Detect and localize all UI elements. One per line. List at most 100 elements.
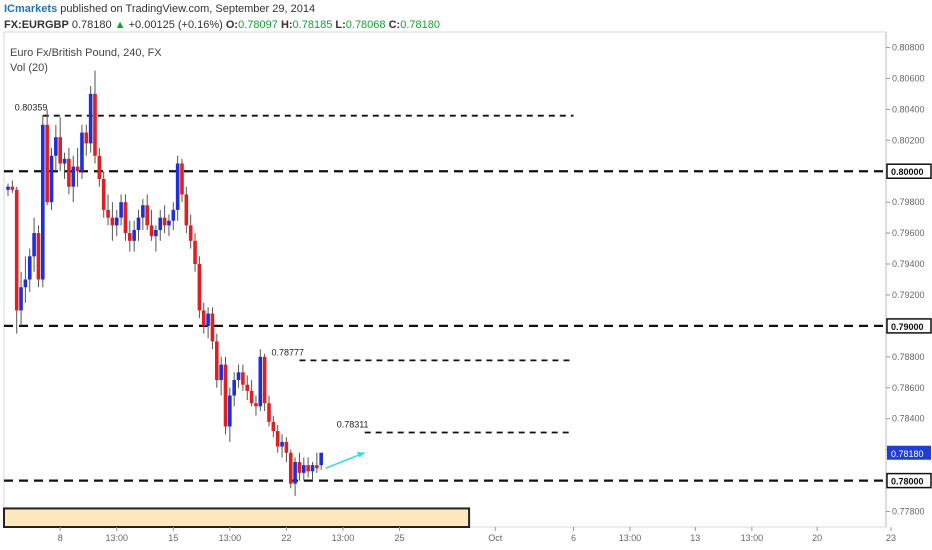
candle-body — [154, 230, 158, 237]
candle-body — [136, 217, 141, 230]
open-label: O: — [225, 19, 239, 31]
candle-body — [206, 313, 210, 326]
candle-body — [288, 452, 293, 484]
candle-body — [262, 356, 267, 404]
candle-body — [62, 158, 67, 164]
low-value: 0.78068 — [345, 19, 386, 31]
current-price-tag-text: 0.78180 — [891, 449, 924, 459]
candle-body — [319, 452, 323, 466]
candle-body — [6, 186, 10, 190]
candle-body — [302, 465, 306, 473]
candle-body — [280, 441, 284, 447]
candle-body — [236, 372, 241, 381]
candle-body — [149, 225, 154, 237]
candle-body — [106, 209, 110, 218]
candle-body — [201, 310, 206, 326]
demand-zone — [3, 507, 471, 528]
candle-body — [184, 194, 189, 226]
x-tick-label: 22 — [281, 533, 291, 543]
annotation-arrow — [325, 452, 365, 469]
x-tick-label: 15 — [168, 533, 178, 543]
candle-body — [310, 465, 315, 472]
level-price-tag — [886, 318, 932, 334]
candle-body — [162, 217, 167, 226]
level-price-tag — [886, 472, 932, 489]
x-tick-label: 8 — [58, 533, 63, 543]
candle-body — [123, 202, 128, 234]
candle-body — [245, 384, 250, 391]
volume-indicator-label[interactable]: Vol (20) — [10, 62, 48, 74]
candle-body — [27, 256, 32, 280]
symbol-label: FX:EURGBP — [4, 19, 69, 31]
candle-body — [128, 233, 132, 241]
y-tick-label: 0.80200 — [892, 135, 925, 145]
candle-body — [197, 264, 202, 311]
candle-body — [23, 279, 28, 288]
open-value: 0.78097 — [238, 19, 278, 31]
candle-body — [67, 158, 71, 187]
candle-body — [223, 364, 228, 427]
candle-body — [80, 132, 84, 172]
y-tick-label: 0.79600 — [892, 228, 925, 238]
candle-body — [84, 132, 89, 144]
candle-body — [75, 166, 80, 172]
x-tick-label: 13:00 — [219, 533, 242, 543]
level-label: 0.80359 — [15, 103, 48, 113]
candle-body — [110, 217, 115, 226]
candle-body — [210, 313, 215, 342]
candle-body — [36, 233, 41, 280]
x-tick-label: 6 — [571, 533, 576, 543]
y-tick-label: 0.77800 — [892, 507, 925, 517]
candle-body — [88, 93, 93, 144]
y-tick-label: 0.78800 — [892, 352, 925, 362]
y-tick-label: 0.78400 — [892, 414, 925, 424]
publisher-link[interactable]: ICmarkets — [4, 3, 58, 15]
candle-body — [275, 431, 280, 447]
close-label: C: — [388, 19, 401, 31]
candle-body — [45, 124, 49, 203]
candle-body — [215, 341, 219, 381]
close-value: 0.78180 — [400, 19, 440, 31]
pane-legend: Euro Fx/British Pound, 240, FX Vol (20) — [10, 46, 162, 76]
candle-body — [254, 403, 258, 407]
candle-body — [14, 189, 19, 311]
candle-body — [297, 462, 302, 473]
plot-frame — [3, 31, 887, 528]
candle-body — [141, 205, 145, 218]
candle-body — [58, 137, 62, 164]
candle-body — [249, 390, 254, 404]
last-price: 0.78180 — [71, 19, 112, 31]
publish-info: ICmarkets published on TradingView.com, … — [4, 3, 315, 15]
y-tick-label: 0.80800 — [892, 42, 925, 52]
candle-body — [271, 421, 276, 432]
annotation-arrow-head — [356, 451, 365, 458]
candle-body — [32, 233, 36, 257]
y-tick-label: 0.79800 — [892, 197, 925, 207]
candle-body — [101, 178, 106, 210]
x-tick-label: 13 — [690, 533, 700, 543]
high-value: 0.78185 — [292, 19, 333, 31]
candle-body — [284, 441, 289, 453]
x-tick-label: 13:00 — [619, 533, 642, 543]
candle-body — [114, 217, 119, 226]
candle-body — [267, 403, 271, 422]
candle-body — [241, 372, 245, 385]
pane-title: Euro Fx/British Pound, 240, FX — [10, 47, 162, 59]
candle-body — [119, 202, 123, 218]
candle-body — [145, 205, 149, 226]
y-tick-label: 0.80400 — [892, 104, 925, 114]
candle-body — [232, 380, 236, 396]
candle-body — [54, 137, 58, 156]
candles — [6, 70, 323, 497]
candle-body — [193, 240, 197, 265]
level-price-tag-text: 0.79000 — [891, 322, 924, 332]
high-label: H: — [280, 19, 293, 31]
candle-body — [315, 465, 319, 469]
x-tick-label: 13:00 — [105, 533, 128, 543]
level-label: 0.78311 — [337, 419, 369, 429]
candle-body — [258, 356, 263, 407]
candle-body — [71, 166, 76, 187]
ohlc-bar: FX:EURGBP 0.78180 ▲ +0.00125 (+0.16%) O:… — [4, 19, 440, 31]
candle-body — [171, 209, 176, 221]
